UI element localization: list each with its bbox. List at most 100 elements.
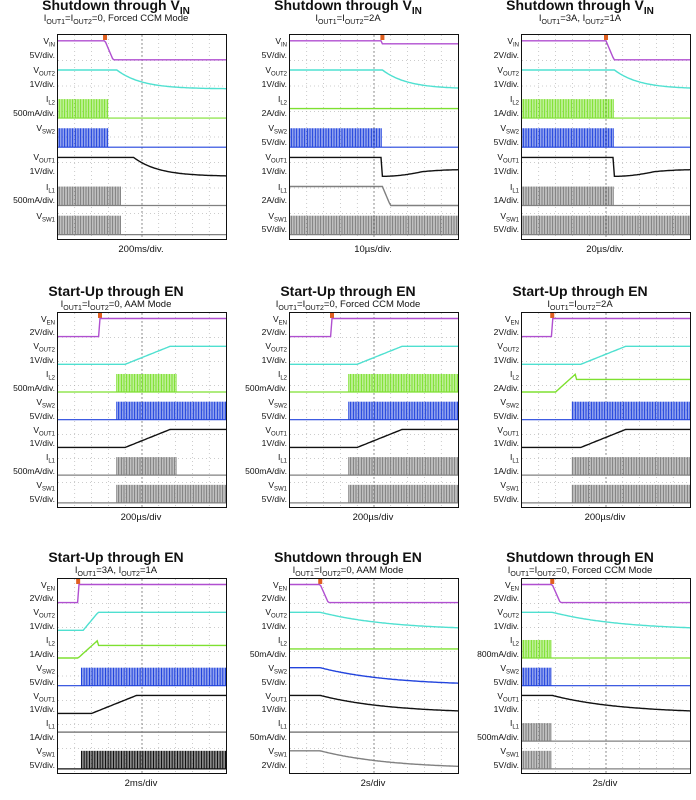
channel-label: VOUT1 1V/div. [262, 153, 287, 176]
channel-label: IL1 1A/div. [494, 453, 519, 476]
timebase-label: 2s/div [592, 778, 618, 789]
panel-title-text: Shutdown through V [274, 0, 412, 13]
channel-name: VEN [272, 313, 287, 327]
channel-scale: 2A/div. [261, 195, 287, 206]
channel-label: VOUT1 1V/div. [494, 691, 519, 715]
channel-name: VOUT1 [497, 424, 519, 438]
trigger-marker [550, 313, 555, 318]
channel-scale: 500mA/div. [13, 195, 55, 206]
panel-title: Start-Up through EN [0, 284, 232, 299]
channel-scale: 2V/div. [261, 759, 287, 770]
panel-title-text: Shutdown through EN [506, 549, 654, 565]
channel-name: VOUT1 [497, 152, 519, 166]
channel-label: VOUT2 1V/div. [30, 342, 55, 365]
scope-traces [58, 579, 226, 773]
panel-title-text: Shutdown through V [506, 0, 644, 13]
trace-line [290, 40, 458, 45]
scope-panel: Start-Up through EN IOUT1=IOUT2=2A VEN 2V/d… [464, 266, 696, 532]
channel-label: VSW2 5V/div. [30, 662, 55, 687]
channel-label: VOUT2 1V/div. [262, 342, 287, 365]
channel-label: IL2 2A/div. [494, 370, 519, 393]
trace-line [290, 69, 458, 89]
panel-title-subscript: IN [643, 5, 654, 17]
switching-burst [348, 401, 458, 420]
channel-name: VSW1 [268, 210, 287, 224]
channel-label: VSW2 5V/div. [494, 662, 519, 687]
channel-scale: 50mA/div. [249, 648, 287, 659]
channel-name: VSW2 [268, 123, 287, 137]
channel-name: VSW2 [500, 662, 519, 676]
channel-name: IL2 [509, 369, 519, 382]
channel-name: VSW1 [268, 480, 287, 493]
channel-name: VSW1 [500, 480, 519, 493]
panel-condition: IOUT1=IOUT2=2A [547, 299, 613, 312]
trace-line [522, 583, 690, 604]
channel-name: VOUT1 [33, 690, 55, 704]
channel-label: VEN 2V/div. [30, 579, 55, 604]
trace-line [290, 611, 458, 629]
switching-burst [522, 99, 614, 119]
channel-scale: 1V/div. [493, 355, 519, 366]
trigger-marker [330, 313, 334, 318]
trace-line [58, 611, 226, 631]
panel-title: Start-Up through EN [0, 550, 232, 565]
channel-name: VOUT2 [265, 65, 287, 78]
channel-label: IL2 50mA/div. [250, 636, 287, 659]
channel-scale: 1V/div. [261, 438, 287, 449]
channel-name: VOUT2 [33, 341, 55, 355]
channel-name: VSW2 [500, 123, 519, 137]
channel-name: IL2 [45, 635, 55, 648]
trigger-marker [103, 35, 108, 40]
trace-line [522, 373, 690, 393]
channel-scale: 5V/div. [29, 410, 55, 421]
channel-name: VEN [40, 579, 55, 593]
channel-name: IL2 [277, 635, 287, 648]
channel-label: VSW1 5V/div. [494, 481, 519, 504]
channel-name: IL2 [45, 369, 55, 382]
trace-line [58, 694, 226, 715]
trace-line [522, 428, 690, 449]
channel-scale: 1V/div. [29, 621, 55, 632]
channel-name: IL1 [45, 181, 55, 195]
channel-scale: 1A/div. [493, 466, 519, 477]
channel-scale: 1V/div. [493, 621, 519, 632]
trigger-marker [380, 35, 385, 40]
panel-title-subscript: IN [179, 5, 190, 17]
trace-line [58, 345, 226, 365]
channel-name: VSW1 [36, 480, 55, 493]
channel-label: VEN 2V/div. [30, 314, 55, 338]
channel-scale: 5V/div. [493, 410, 519, 421]
channel-label: VOUT1 1V/div. [30, 153, 55, 176]
channel-scale: 1V/div. [493, 438, 519, 449]
channel-scale: 500mA/div. [13, 107, 55, 118]
channel-label: IL1 500mA/div. [477, 719, 519, 742]
channel-name: IL1 [509, 718, 519, 732]
panel-condition: IOUT1=IOUT2=0, AAM Mode [60, 299, 172, 312]
channel-label: VSW2 5V/div. [494, 124, 519, 147]
channel-scale: 1V/div. [261, 355, 287, 366]
channel-label: IL1 500mA/div. [13, 181, 55, 206]
channel-name: VSW2 [36, 662, 55, 676]
switching-burst [348, 457, 458, 476]
trace-line [522, 317, 690, 338]
channel-label: VOUT1 1V/div. [262, 690, 287, 715]
channel-label: IL1 1A/div. [494, 182, 519, 206]
channel-scale: 1A/div. [29, 648, 55, 659]
switching-burst [522, 215, 690, 235]
channel-label: VSW2 [36, 124, 55, 138]
channel-name: VSW1 [500, 210, 519, 224]
channel-label: VOUT2 1V/div. [262, 66, 287, 89]
channel-label: VOUT1 1V/div. [30, 690, 55, 715]
channel-scale: 1V/div. [29, 438, 55, 449]
trace-line [58, 40, 226, 61]
trigger-marker [604, 35, 608, 40]
scope-screen [521, 34, 691, 240]
channel-name: VSW2 [36, 396, 55, 410]
panel-condition: IOUT1=IOUT2=0, AAM Mode [292, 565, 404, 578]
timebase-label: 2s/div [360, 778, 386, 789]
panel-title: Shutdown through EN [464, 550, 696, 565]
channel-label: VEN 2V/div. [494, 580, 519, 604]
channel-scale: 2V/div. [261, 593, 287, 604]
channel-name: VOUT1 [265, 690, 287, 704]
trigger-marker [318, 579, 323, 584]
